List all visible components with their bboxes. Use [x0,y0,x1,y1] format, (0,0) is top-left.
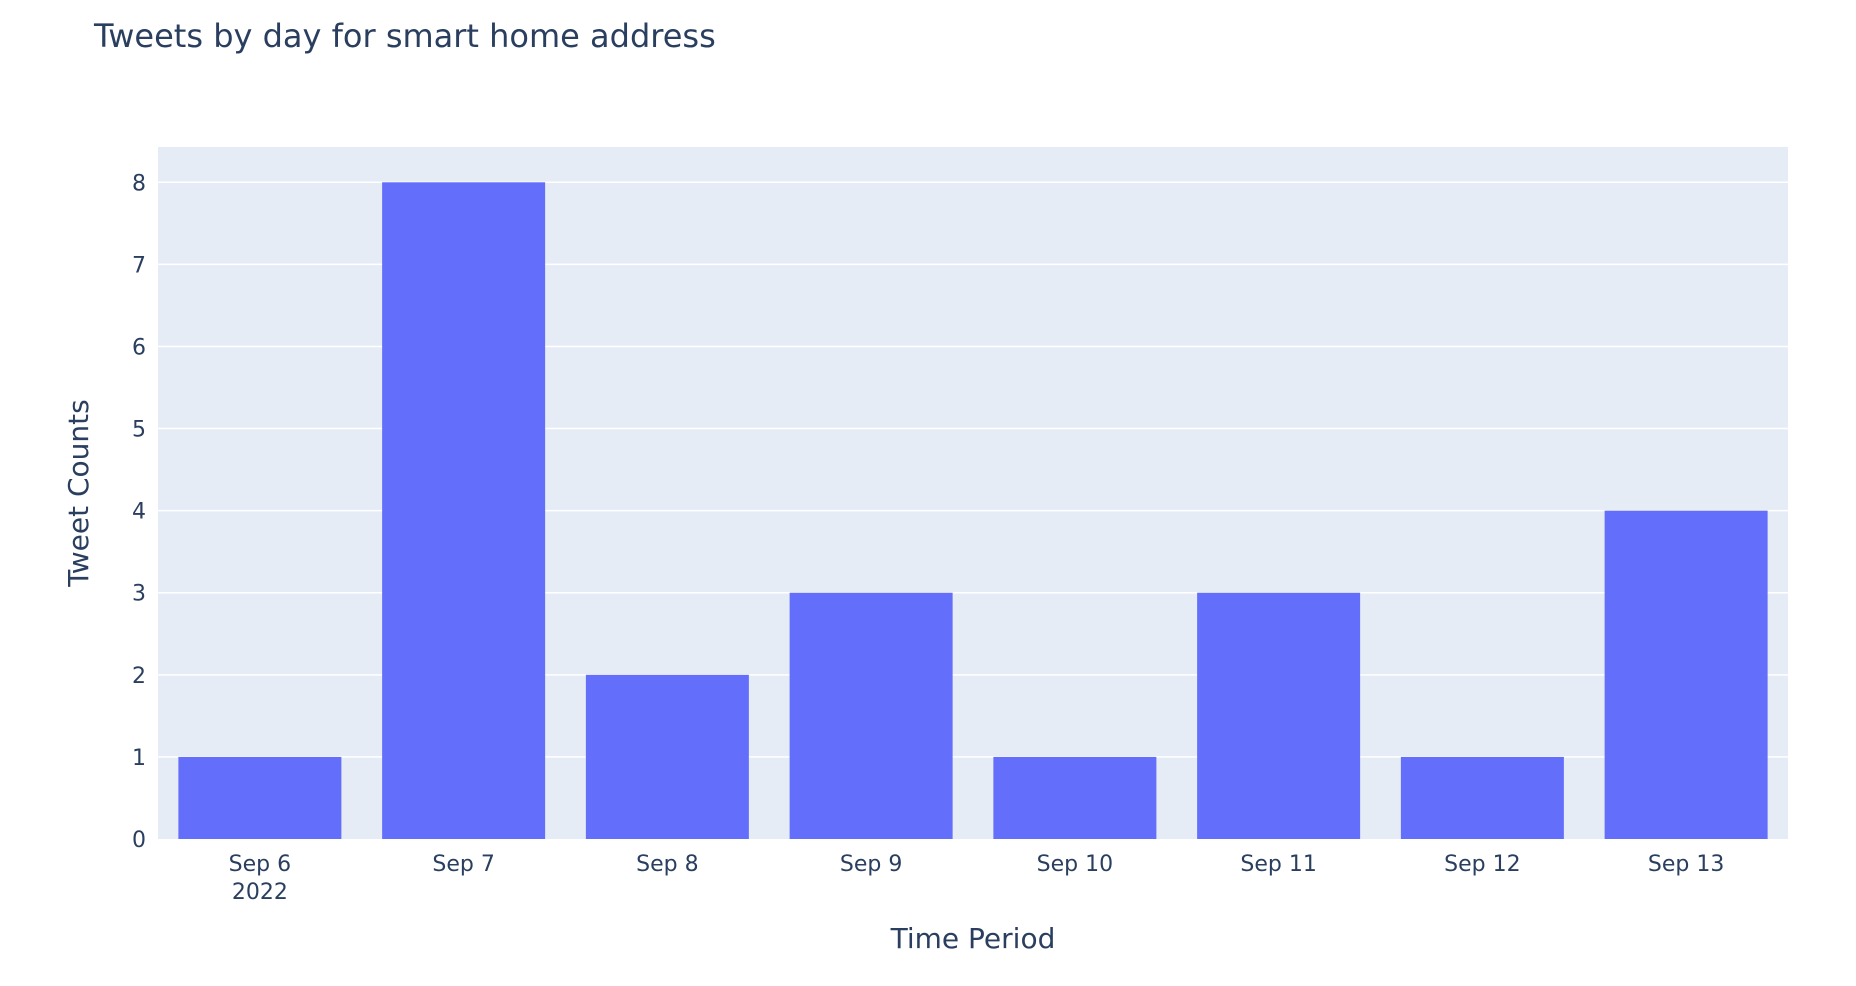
x-tick-label: Sep 11 [1240,852,1316,877]
y-tick-label: 8 [132,171,146,196]
y-tick-label: 5 [132,418,146,443]
y-tick-label: 4 [132,500,146,525]
x-tick-label: Sep 12 [1444,852,1520,877]
y-axis-title: Tweet Counts [62,399,95,587]
y-tick-label: 6 [132,335,146,360]
y-tick-label: 7 [132,253,146,278]
x-tick-label: Sep 9 [840,852,902,877]
y-tick-label: 1 [132,746,146,771]
bar [993,756,1157,839]
x-axis-ticks: Sep 6 2022 Sep 7 Sep 8 Sep 9 Sep 10 Sep 11 Sep … [229,852,1725,905]
x-axis-title: Time Period [890,922,1056,955]
y-tick-label: 3 [132,582,146,607]
x-tick-label: Sep 8 [636,852,698,877]
bar [382,182,546,840]
bar [1400,756,1564,839]
x-tick-label: Sep 6 [229,852,291,877]
x-tick-label: Sep 7 [432,852,494,877]
y-tick-label: 2 [132,664,146,689]
x-tick-label: Sep 13 [1648,852,1724,877]
x-tick-label: Sep 10 [1037,852,1113,877]
chart-title: Tweets by day for smart home address [93,17,716,55]
bar [585,674,749,839]
bar [178,756,342,839]
bar [1197,592,1361,839]
x-tick-year-label: 2022 [232,880,288,905]
bar [789,592,953,839]
y-axis-ticks: 0 1 2 3 4 5 6 7 8 [132,171,146,853]
bar [1604,510,1768,839]
bars [178,182,1768,840]
y-tick-label: 0 [132,828,146,853]
